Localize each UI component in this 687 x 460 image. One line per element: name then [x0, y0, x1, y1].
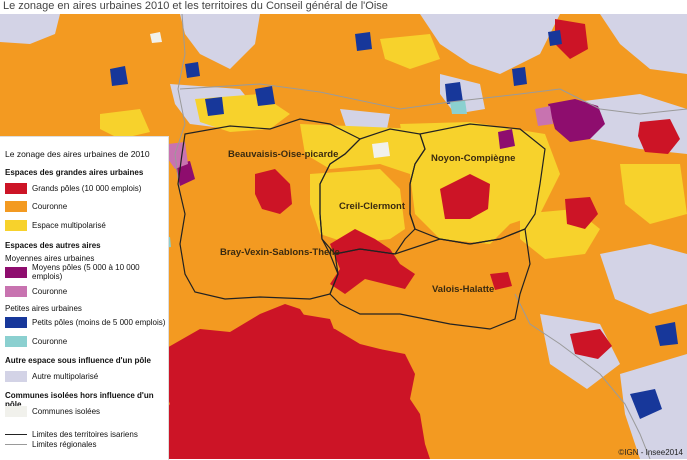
legend-label: Espace multipolarisé: [32, 220, 106, 230]
legend-item-couronne-petits: Couronne: [5, 335, 67, 347]
territory-label-valois: Valois-Halatte: [432, 284, 494, 295]
legend: Le zonage des aires urbaines de 2010 Esp…: [0, 136, 169, 460]
petits-poles-areas: [110, 30, 678, 419]
legend-label: Moyens pôles (5 000 à 10 000 emplois): [32, 263, 140, 281]
territory-label-beauvaisis: Beauvaisis-Oise-picarde: [228, 149, 338, 160]
legend-label: Couronne: [32, 336, 68, 346]
legend-section-autres: Espaces des autres aires: [5, 241, 101, 250]
legend-item-couronne-moyens: Couronne: [5, 285, 67, 297]
legend-item-communes-isolees: Communes isolées: [5, 405, 100, 417]
legend-label: Petits pôles (moins de 5 000 emplois): [32, 317, 166, 327]
swatch-couronne-petits: [5, 335, 27, 347]
swatch-couronne-grands: [5, 200, 27, 212]
territory-label-bray: Bray-Vexin-Sablons-Thelle: [220, 247, 340, 258]
legend-item-couronne-grands: Couronne: [5, 200, 67, 212]
swatch-grands-poles: [5, 182, 27, 194]
territory-label-noyon: Noyon-Compiègne: [431, 153, 515, 164]
legend-label: Grands pôles (10 000 emplois): [32, 183, 142, 193]
territory-label-creil: Creil-Clermont: [339, 201, 406, 212]
legend-item-petits-poles: Petits pôles (moins de 5 000 emplois): [5, 316, 165, 328]
swatch-couronne-moyens: [5, 285, 27, 297]
legend-sub-petites: Petites aires urbaines: [5, 304, 82, 313]
legend-title: Le zonage des aires urbaines de 2010: [5, 149, 150, 159]
regional-limits: [174, 14, 687, 459]
legend-section-grandes: Espaces des grandes aires urbaines: [5, 168, 144, 177]
legend-line-regionales: Limites régionales: [5, 439, 96, 449]
legend-section-isolees: Communes isolées hors influence d'un pôl…: [5, 391, 154, 409]
legend-label: Limites des territoires isariens: [32, 429, 138, 439]
communes-isolees-areas: [150, 32, 390, 158]
legend-sub-moyennes: Moyennes aires urbaines: [5, 254, 95, 263]
swatch-autre-multipolarise: [5, 370, 27, 382]
map-title: Le zonage en aires urbaines 2010 et les …: [3, 0, 388, 12]
legend-label: Limites régionales: [32, 439, 97, 449]
territory-limits: [177, 118, 546, 330]
legend-item-moyens-poles: Moyens pôles (5 000 à 10 000 emplois): [5, 263, 168, 281]
legend-label: Autre multipolarisé: [32, 371, 99, 381]
swatch-communes-isolees: [5, 405, 27, 417]
legend-label: Couronne: [32, 201, 68, 211]
legend-label: Communes isolées: [32, 406, 101, 416]
swatch-multipolarise: [5, 219, 27, 231]
swatch-petits-poles: [5, 316, 27, 328]
swatch-moyens-poles: [5, 266, 27, 278]
legend-item-grands-poles: Grands pôles (10 000 emplois): [5, 182, 141, 194]
legend-item-multipolarise: Espace multipolarisé: [5, 219, 106, 231]
line-swatch-territoires: [5, 433, 27, 435]
legend-section-influence: Autre espace sous influence d'un pôle: [5, 356, 151, 365]
legend-item-autre-multipolarise: Autre multipolarisé: [5, 370, 98, 382]
legend-line-territoires: Limites des territoires isariens: [5, 429, 138, 439]
legend-label: Couronne: [32, 286, 68, 296]
line-swatch-regionales: [5, 443, 27, 445]
map-credit: ©IGN - Insee2014: [618, 448, 683, 457]
grands-poles-areas: [150, 19, 680, 459]
